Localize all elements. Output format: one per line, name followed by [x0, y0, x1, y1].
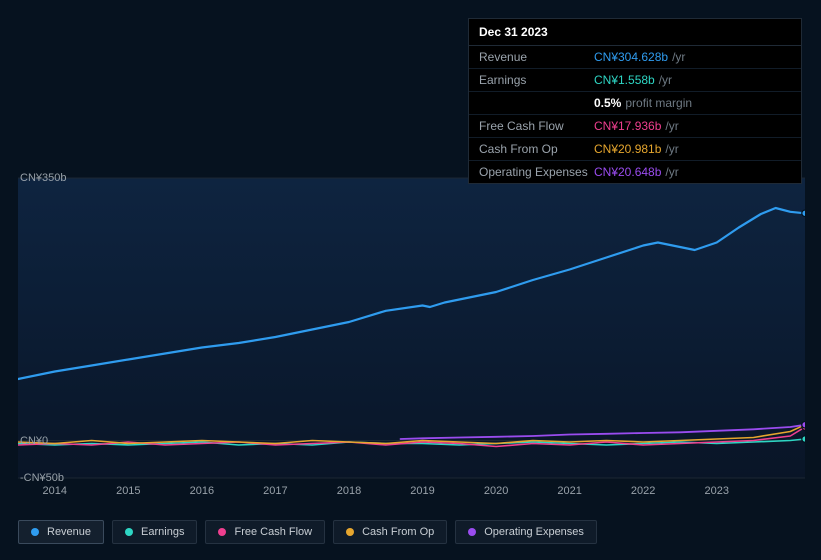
tooltip-row-label — [479, 96, 594, 110]
x-axis-tick: 2023 — [704, 485, 728, 497]
legend-item-free-cash-flow[interactable]: Free Cash Flow — [205, 520, 325, 544]
y-axis-tick: CN¥0 — [20, 435, 48, 447]
tooltip-row: 0.5% profit margin — [469, 92, 801, 115]
x-axis-tick: 2020 — [484, 485, 508, 497]
x-axis-tick: 2022 — [631, 485, 655, 497]
y-axis-tick: CN¥350b — [20, 172, 66, 184]
legend-label: Revenue — [47, 526, 91, 538]
legend-label: Free Cash Flow — [234, 526, 312, 538]
x-axis-tick: 2018 — [337, 485, 361, 497]
tooltip-row-value: CN¥304.628b — [594, 50, 668, 64]
x-axis-tick: 2014 — [43, 485, 67, 497]
tooltip-row-suffix: /yr — [672, 50, 685, 64]
tooltip-row-label: Operating Expenses — [479, 165, 594, 179]
tooltip-row: Operating ExpensesCN¥20.648b/yr — [469, 161, 801, 183]
tooltip-row-suffix: /yr — [665, 119, 678, 133]
chart-svg — [18, 158, 805, 480]
legend-dot-icon — [218, 528, 226, 536]
x-axis-tick: 2017 — [263, 485, 287, 497]
chart-tooltip: Dec 31 2023 RevenueCN¥304.628b/yrEarning… — [468, 18, 802, 184]
tooltip-row-suffix: /yr — [659, 73, 672, 87]
tooltip-row-suffix: /yr — [665, 142, 678, 156]
x-axis-tick: 2016 — [190, 485, 214, 497]
legend-dot-icon — [346, 528, 354, 536]
tooltip-row: Free Cash FlowCN¥17.936b/yr — [469, 115, 801, 138]
tooltip-row-value: 0.5% — [594, 96, 621, 110]
tooltip-row-label: Earnings — [479, 73, 594, 87]
x-axis-tick: 2015 — [116, 485, 140, 497]
x-axis: 2014 2015 2016 2017 2018 2019 2020 2021 2022 2023 — [18, 485, 805, 499]
x-axis-tick: 2019 — [410, 485, 434, 497]
tooltip-row-label: Revenue — [479, 50, 594, 64]
tooltip-row-value: CN¥20.648b — [594, 165, 661, 179]
tooltip-row-suffix: profit margin — [625, 96, 692, 110]
tooltip-row: RevenueCN¥304.628b/yr — [469, 46, 801, 69]
legend-dot-icon — [468, 528, 476, 536]
x-axis-tick: 2021 — [557, 485, 581, 497]
legend-label: Earnings — [141, 526, 184, 538]
tooltip-row-label: Free Cash Flow — [479, 119, 594, 133]
legend-dot-icon — [31, 528, 39, 536]
legend-dot-icon — [125, 528, 133, 536]
tooltip-row: EarningsCN¥1.558b/yr — [469, 69, 801, 92]
chart-legend: Revenue Earnings Free Cash Flow Cash From O… — [18, 520, 597, 544]
legend-label: Operating Expenses — [484, 526, 584, 538]
legend-label: Cash From Op — [362, 526, 434, 538]
tooltip-date: Dec 31 2023 — [469, 19, 801, 46]
legend-item-earnings[interactable]: Earnings — [112, 520, 197, 544]
legend-item-cash-from-op[interactable]: Cash From Op — [333, 520, 447, 544]
legend-item-operating-expenses[interactable]: Operating Expenses — [455, 520, 597, 544]
chart-area: CN¥350b CN¥0 -CN¥50b — [18, 158, 805, 518]
tooltip-row-label: Cash From Op — [479, 142, 594, 156]
tooltip-row-value: CN¥1.558b — [594, 73, 655, 87]
tooltip-row-value: CN¥17.936b — [594, 119, 661, 133]
tooltip-row: Cash From OpCN¥20.981b/yr — [469, 138, 801, 161]
legend-item-revenue[interactable]: Revenue — [18, 520, 104, 544]
tooltip-row-value: CN¥20.981b — [594, 142, 661, 156]
y-axis-tick: -CN¥50b — [20, 472, 64, 484]
tooltip-row-suffix: /yr — [665, 165, 678, 179]
